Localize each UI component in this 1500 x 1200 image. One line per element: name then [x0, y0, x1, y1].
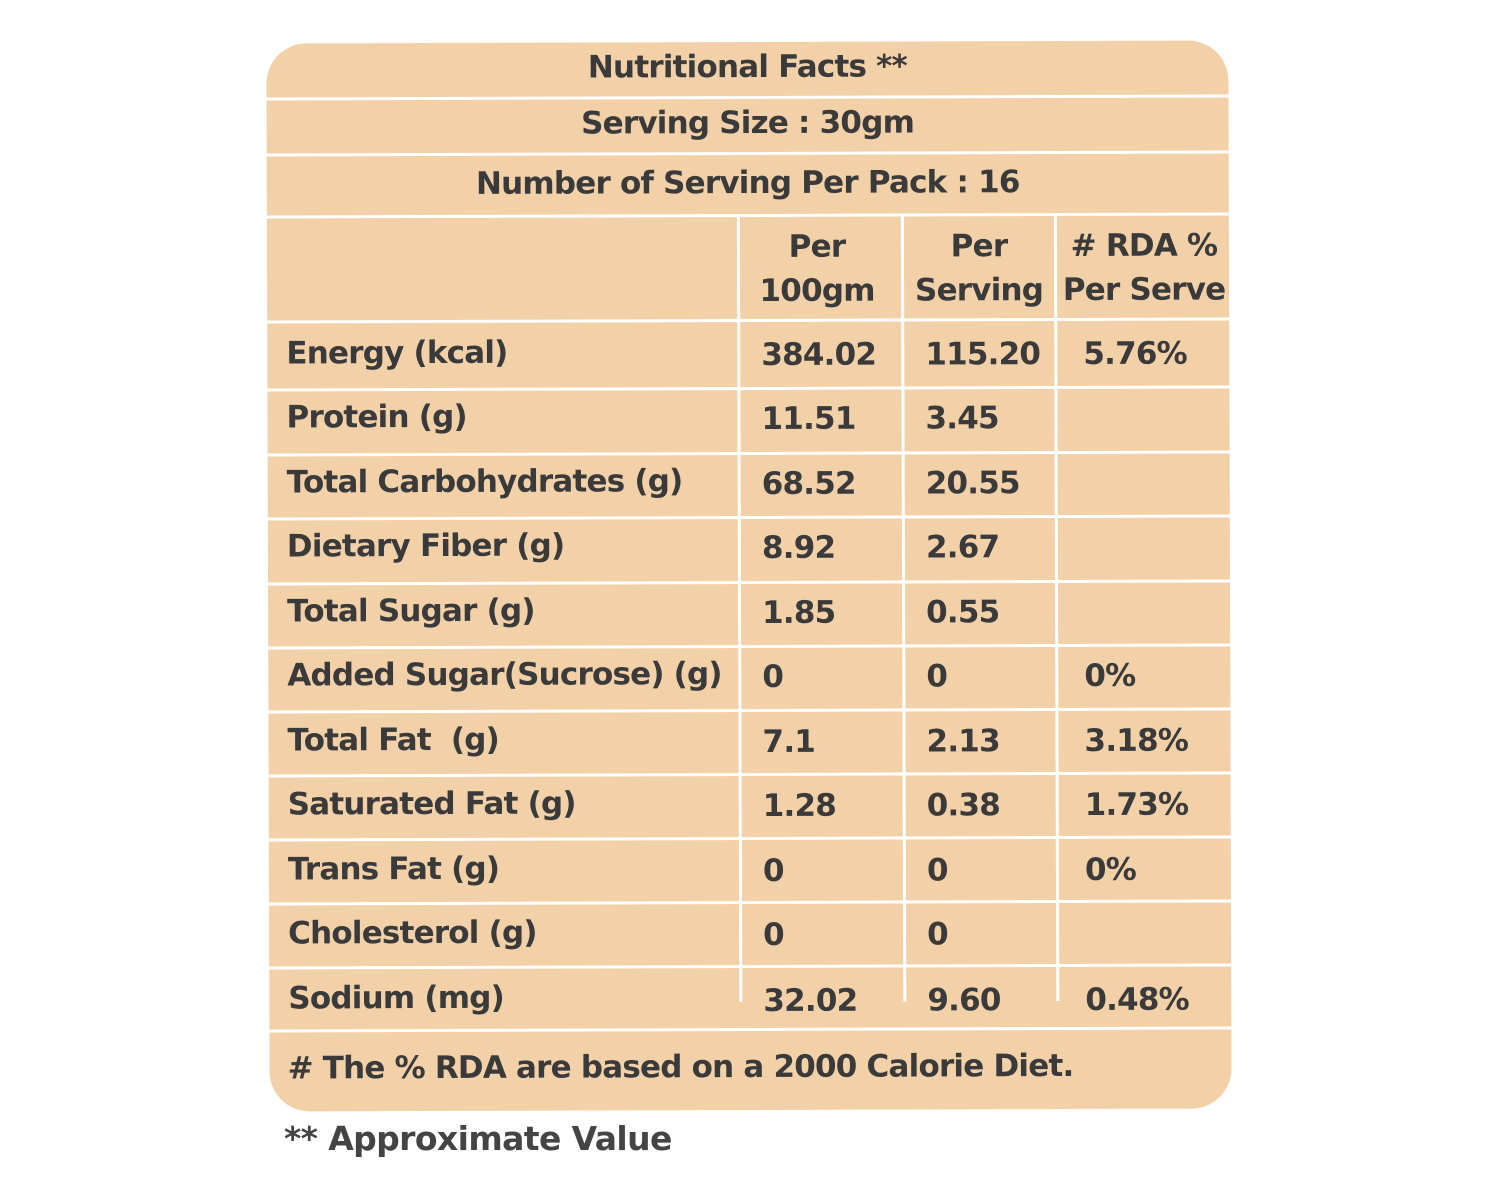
value-per-100gm: 1.28 — [762, 787, 837, 824]
column-header-rda: # RDA % Per Serve — [1059, 223, 1229, 312]
value-rda: 0% — [1084, 657, 1136, 694]
value-per-serving: 0.38 — [926, 787, 1001, 824]
divider — [266, 212, 1229, 219]
value-per-100gm: 8.92 — [761, 529, 836, 566]
column-header-per-100gm: Per 100gm — [739, 225, 895, 313]
value-per-serving: 0 — [926, 852, 948, 889]
column-header-line: Serving — [914, 272, 1044, 309]
divider — [267, 317, 1230, 324]
nutrient-name: Trans Fat (g) — [287, 850, 500, 888]
column-header-line: # RDA % — [1070, 227, 1218, 264]
divider — [268, 707, 1231, 714]
divider — [269, 1026, 1232, 1033]
value-per-serving: 115.20 — [925, 336, 1041, 373]
column-header-line: Per Serve — [1062, 271, 1226, 309]
column-header-line: Per — [788, 228, 846, 265]
column-header-per-serving: Per Serving — [905, 224, 1053, 312]
table-row: Total Carbohydrates (g) 68.52 20.55 — [266, 40, 1228, 502]
nutrient-name: Energy (kcal) — [286, 334, 508, 372]
value-rda: 0.48% — [1085, 981, 1189, 1018]
value-per-serving: 20.55 — [925, 465, 1020, 502]
nutrient-name: Total Sugar (g) — [287, 592, 535, 630]
value-per-serving: 0 — [926, 658, 948, 695]
nutrient-name: Sodium (mg) — [288, 979, 505, 1017]
servings-per-pack: Number of Serving Per Pack : 16 — [475, 164, 1020, 202]
divider — [268, 643, 1231, 650]
table-row: Cholesterol (g) 0 0 — [266, 40, 1228, 953]
divider — [269, 899, 1232, 906]
table-row: Added Sugar(Sucrose) (g) 0 0 0% — [266, 40, 1228, 695]
value-per-100gm: 0 — [762, 658, 784, 695]
approximate-value-note: ** Approximate Value — [284, 1119, 672, 1158]
value-per-serving: 3.45 — [925, 400, 999, 437]
value-rda: 1.73% — [1084, 786, 1189, 823]
table-row: Total Sugar (g) 1.85 0.55 — [266, 40, 1228, 631]
table-row: Energy (kcal) 384.02 115.20 5.76% — [266, 40, 1228, 373]
nutrient-name: Protein (g) — [286, 398, 467, 436]
value-per-serving: 0.55 — [926, 594, 1000, 631]
value-per-100gm: 11.51 — [761, 400, 856, 437]
rda-footnote: # The % RDA are based on a 2000 Calorie … — [287, 1047, 1074, 1087]
divider — [268, 771, 1231, 778]
nutrition-title: Nutritional Facts ** — [587, 48, 907, 86]
divider — [269, 963, 1232, 970]
value-per-serving: 2.67 — [925, 529, 1000, 566]
table-row: Dietary Fiber (g) 8.92 2.67 — [266, 40, 1228, 566]
nutrient-name: Dietary Fiber (g) — [286, 527, 565, 565]
value-per-100gm: 384.02 — [761, 336, 877, 373]
divider — [266, 94, 1229, 101]
value-per-serving: 2.13 — [926, 723, 1000, 760]
column-divider — [1053, 213, 1060, 1002]
value-per-100gm: 7.1 — [762, 723, 816, 760]
value-per-100gm: 1.85 — [762, 594, 836, 631]
divider — [267, 385, 1230, 392]
column-divider — [736, 214, 743, 1003]
divider — [268, 579, 1231, 586]
value-per-100gm: 32.02 — [763, 982, 858, 1019]
divider — [268, 835, 1231, 842]
value-per-100gm: 0 — [762, 852, 784, 889]
table-row: Protein (g) 11.51 3.45 — [266, 40, 1228, 437]
value-per-100gm: 68.52 — [761, 465, 856, 502]
value-rda: 0% — [1084, 851, 1137, 888]
table-row: Saturated Fat (g) 1.28 0.38 1.73% — [266, 40, 1228, 824]
column-header-line: 100gm — [759, 272, 875, 309]
nutrient-name: Total Fat (g) — [287, 721, 500, 759]
value-per-serving: 0 — [927, 916, 948, 953]
table-row: Sodium (mg) 32.02 9.60 0.48% — [266, 40, 1228, 1019]
value-per-serving: 9.60 — [927, 982, 1001, 1019]
divider — [266, 150, 1229, 157]
column-header-line: Per — [950, 228, 1008, 265]
value-per-100gm: 0 — [763, 916, 784, 953]
divider — [267, 450, 1230, 457]
nutrient-name: Saturated Fat (g) — [287, 785, 576, 823]
nutrient-name: Total Carbohydrates (g) — [286, 463, 683, 501]
nutrient-name: Cholesterol (g) — [288, 914, 537, 952]
nutrition-facts-panel: Nutritional Facts ** Serving Size : 30gm… — [266, 40, 1232, 1112]
value-rda: 5.76% — [1083, 335, 1187, 372]
table-row: Trans Fat (g) 0 0 0% — [266, 40, 1228, 889]
nutrient-name: Added Sugar(Sucrose) (g) — [287, 656, 722, 694]
column-divider — [900, 213, 907, 1002]
serving-size: Serving Size : 30gm — [581, 104, 915, 142]
divider — [267, 514, 1230, 521]
value-rda: 3.18% — [1084, 722, 1189, 759]
table-row: Total Fat (g) 7.1 2.13 3.18% — [266, 40, 1228, 760]
